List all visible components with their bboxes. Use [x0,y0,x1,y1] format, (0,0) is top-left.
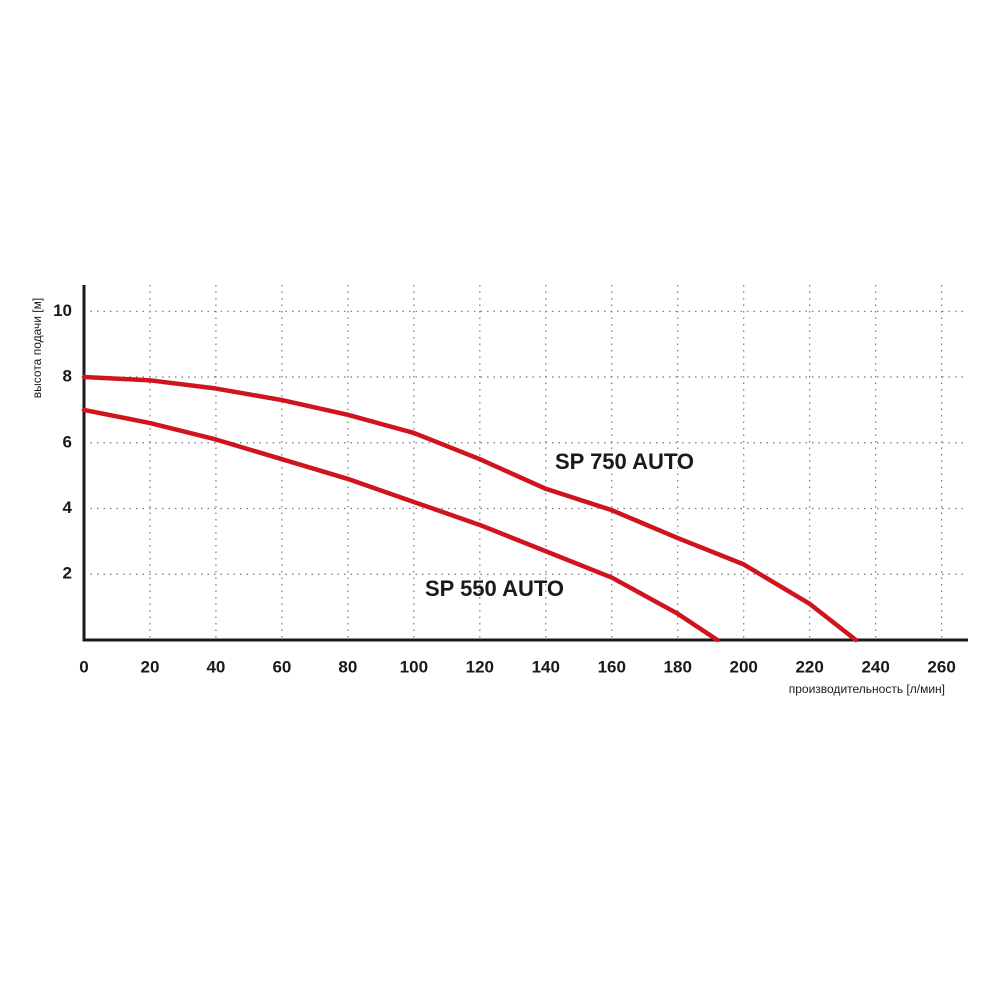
x-tick-label: 0 [79,657,88,676]
x-tick-label: 240 [861,657,889,676]
series-label: SP 550 AUTO [425,576,564,601]
x-tick-label: 220 [795,657,823,676]
x-tick-label: 100 [400,657,428,676]
x-tick-label: 80 [338,657,357,676]
y-tick-label: 4 [63,498,73,517]
x-tick-label: 20 [141,657,160,676]
x-tick-label: 40 [206,657,225,676]
y-tick-label: 2 [63,564,72,583]
series-line [81,374,859,643]
x-tick-label: 160 [598,657,626,676]
y-axis-label: высота подачи [м] [30,298,44,398]
x-tick-label: 140 [532,657,560,676]
x-axis-label: производительность [л/мин] [789,682,945,696]
series-label: SP 750 AUTO [555,449,694,474]
y-tick-label: 6 [63,432,72,451]
x-tick-label: 260 [927,657,955,676]
series-line [81,407,720,643]
y-tick-label: 10 [53,301,72,320]
x-tick-label: 60 [272,657,291,676]
x-tick-label: 200 [730,657,758,676]
x-tick-label: 120 [466,657,494,676]
x-tick-label: 180 [664,657,692,676]
y-tick-label: 8 [63,367,72,386]
